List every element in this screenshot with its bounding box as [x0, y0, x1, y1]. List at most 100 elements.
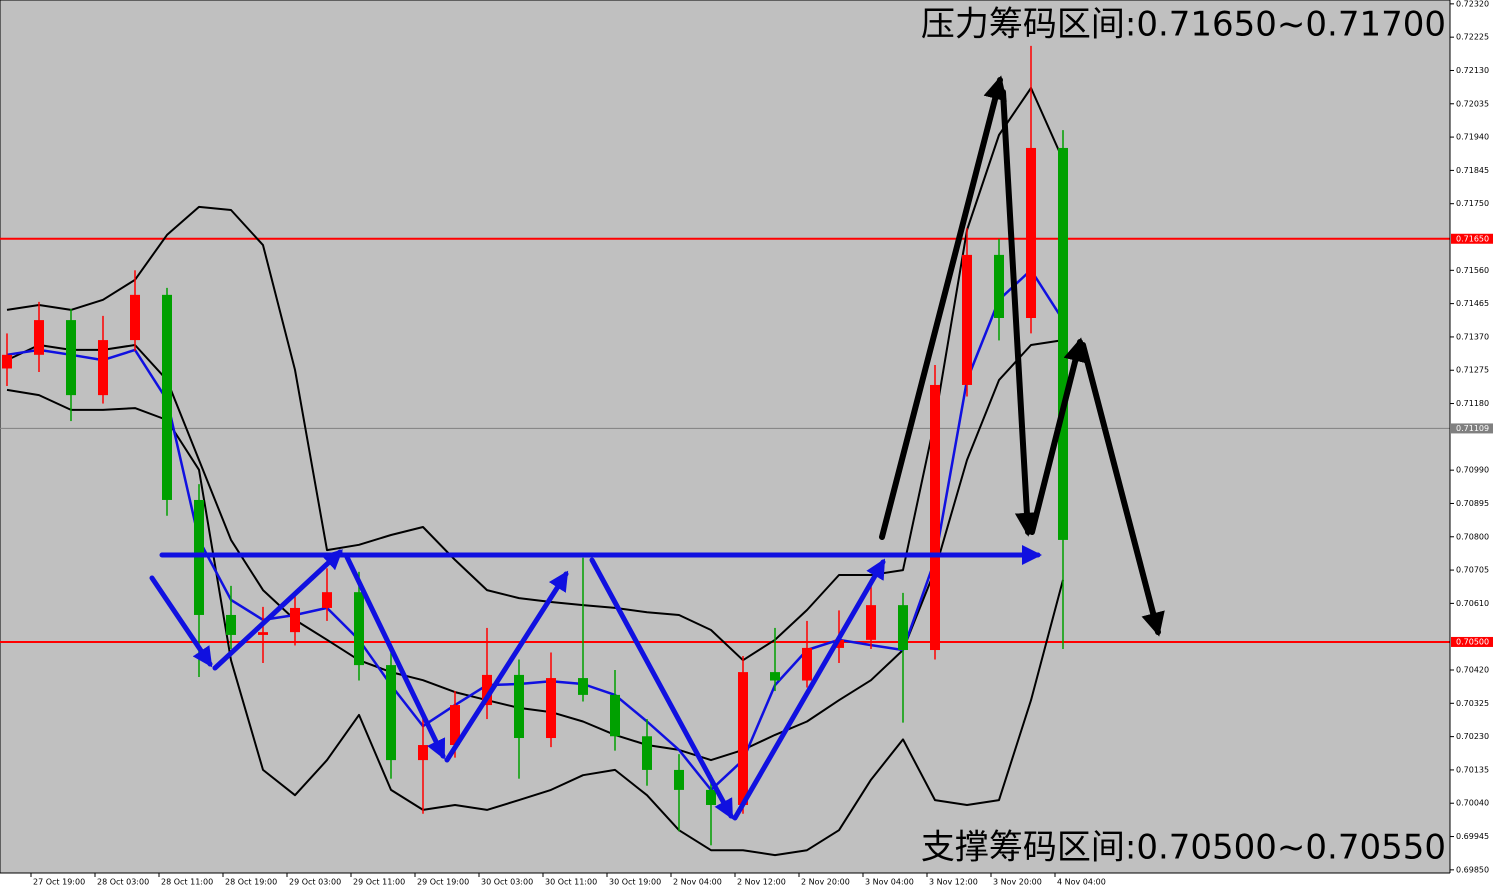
indicator-line: [6, 87, 1064, 662]
candle-body: [322, 592, 332, 608]
x-tick-label: 30 Oct 11:00: [545, 878, 597, 887]
candle-body: [866, 605, 876, 640]
candle-body: [386, 665, 396, 761]
candle-body: [802, 647, 812, 681]
y-tick-label: 0.71180: [1456, 399, 1489, 408]
candle-body: [2, 354, 12, 369]
candle-body: [482, 674, 492, 706]
candle-body: [514, 674, 524, 739]
x-tick-label: 4 Nov 04:00: [1057, 878, 1106, 887]
price-tag: [1451, 233, 1493, 244]
x-tick-label: 30 Oct 03:00: [481, 878, 533, 887]
x-tick-label: 30 Oct 19:00: [609, 878, 661, 887]
y-tick-label: 0.72225: [1456, 33, 1489, 42]
indicator-line: [6, 339, 1064, 762]
x-tick-label: 28 Oct 19:00: [225, 878, 277, 887]
candle-body: [290, 607, 300, 633]
x-tick-label: 3 Nov 12:00: [929, 878, 978, 887]
candle-body: [226, 614, 236, 635]
y-tick-label: 0.71940: [1456, 133, 1489, 142]
price-tag: [1451, 636, 1493, 647]
price-tag-label: 0.71109: [1456, 424, 1489, 433]
y-tick-label: 0.72130: [1456, 66, 1489, 75]
y-tick-label: 0.70990: [1456, 466, 1489, 475]
y-tick-label: 0.70800: [1456, 532, 1489, 541]
y-tick-label: 0.71560: [1456, 266, 1489, 275]
candle-body: [930, 384, 940, 651]
candle-body: [706, 789, 716, 805]
x-tick-label: 29 Oct 19:00: [417, 878, 469, 887]
candle-body: [34, 320, 44, 355]
price-tag-label: 0.70500: [1456, 637, 1489, 646]
x-tick-label: 28 Oct 11:00: [161, 878, 213, 887]
candle-body: [258, 632, 268, 635]
arrows: [149, 75, 1165, 821]
candle-body: [130, 294, 140, 341]
y-tick-label: 0.71275: [1456, 366, 1489, 375]
arrow: [1000, 89, 1039, 537]
x-tick-label: 29 Oct 03:00: [289, 878, 341, 887]
x-tick-label: 3 Nov 04:00: [865, 878, 914, 887]
x-tick-label: 27 Oct 19:00: [33, 878, 85, 887]
y-tick-label: 0.69850: [1456, 865, 1489, 874]
y-tick-label: 0.70895: [1456, 499, 1489, 508]
arrow: [343, 552, 446, 760]
y-tick-label: 0.72035: [1456, 99, 1489, 108]
candle-body: [1058, 147, 1068, 540]
y-tick-label: 0.70420: [1456, 666, 1489, 675]
time-axis: [0, 873, 1493, 888]
candle-body: [1026, 147, 1036, 318]
arrow: [212, 549, 343, 671]
candle-body: [578, 678, 588, 695]
annotation: 压力筹码区间:0.71650~0.71700: [921, 5, 1446, 45]
y-tick-label: 0.71845: [1456, 166, 1489, 175]
y-tick-label: 0.71370: [1456, 332, 1489, 341]
price-axis: [1450, 0, 1493, 888]
candle-body: [834, 639, 844, 648]
x-tick-label: 29 Oct 11:00: [353, 878, 405, 887]
candle-body: [994, 254, 1004, 318]
y-tick-label: 0.70135: [1456, 765, 1489, 774]
x-tick-label: 2 Nov 12:00: [737, 878, 786, 887]
y-tick-label: 0.69945: [1456, 832, 1489, 841]
indicator-line: [6, 268, 1065, 792]
candle-body: [546, 678, 556, 739]
y-tick-label: 0.70040: [1456, 799, 1489, 808]
candle-body: [354, 592, 364, 666]
candle-body: [98, 340, 108, 396]
arrow: [879, 75, 1007, 540]
candle-body: [738, 672, 748, 805]
candle-body: [66, 320, 76, 396]
price-tag-label: 0.71650: [1456, 234, 1489, 243]
candle-body: [898, 605, 908, 651]
arrow: [589, 557, 734, 820]
arrow: [732, 558, 886, 821]
candle-body: [962, 254, 972, 385]
candle-body: [674, 769, 684, 790]
arrow: [1029, 337, 1087, 535]
arrow: [1080, 342, 1165, 637]
candle-body: [642, 736, 652, 770]
candle-body: [770, 672, 780, 681]
annotation: 支撑筹码区间:0.70500~0.70550: [921, 828, 1446, 868]
y-tick-label: 0.71465: [1456, 299, 1489, 308]
indicator-line: [6, 388, 1064, 857]
y-tick-label: 0.72320: [1456, 0, 1489, 8]
y-tick-label: 0.70610: [1456, 599, 1489, 608]
arrow: [444, 570, 569, 763]
y-tick-label: 0.70705: [1456, 566, 1489, 575]
y-tick-label: 0.70230: [1456, 732, 1489, 741]
candle-body: [450, 705, 460, 746]
x-tick-label: 3 Nov 20:00: [993, 878, 1042, 887]
candle-body: [162, 294, 172, 500]
y-tick-label: 0.70325: [1456, 699, 1489, 708]
y-tick-label: 0.71750: [1456, 199, 1489, 208]
x-tick-label: 2 Nov 04:00: [673, 878, 722, 887]
plot-area: [0, 0, 1451, 874]
x-tick-label: 28 Oct 03:00: [97, 878, 149, 887]
candle-body: [418, 745, 428, 761]
arrow: [149, 575, 213, 668]
price-tag: [1451, 423, 1493, 434]
